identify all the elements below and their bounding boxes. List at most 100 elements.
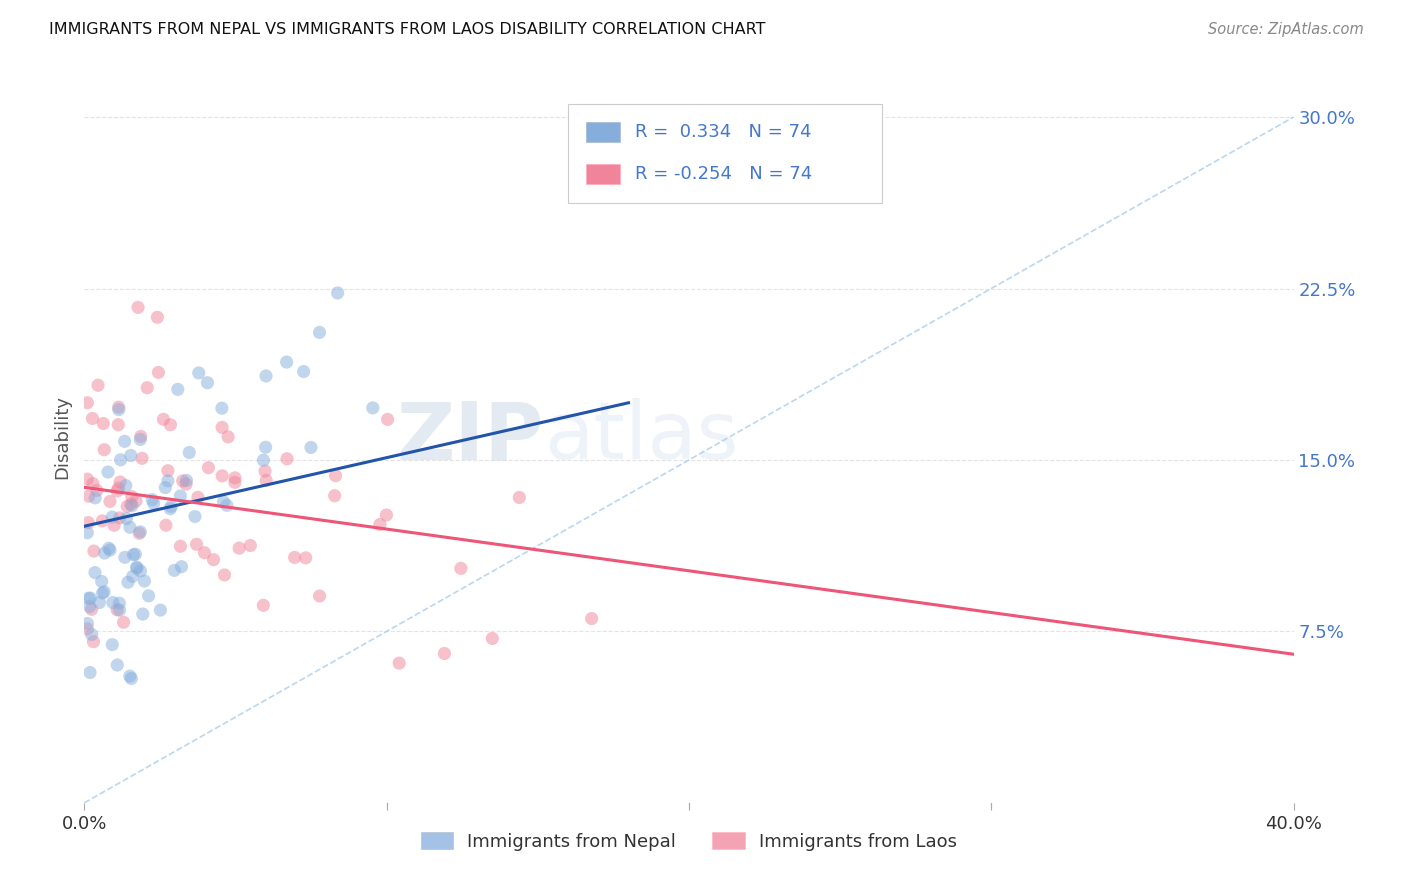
Immigrants from Laos [214,568,236,582]
Immigrants from Nepal [308,326,330,340]
Immigrants from Nepal [125,560,148,574]
Immigrants from Laos [77,516,100,530]
Immigrants from Nepal [125,561,148,575]
Immigrants from Laos [155,518,177,533]
Immigrants from Nepal [79,599,101,614]
FancyBboxPatch shape [586,163,620,184]
Immigrants from Laos [172,474,194,488]
Immigrants from Nepal [121,499,143,513]
Immigrants from Nepal [155,481,177,495]
Immigrants from Nepal [117,575,139,590]
Immigrants from Laos [228,541,250,556]
Immigrants from Laos [174,477,197,491]
Immigrants from Nepal [187,366,209,380]
Immigrants from Nepal [166,383,188,397]
Immigrants from Nepal [118,520,141,534]
Immigrants from Laos [129,429,152,443]
Immigrants from Laos [107,481,129,495]
Immigrants from Laos [186,537,208,551]
Text: Source: ZipAtlas.com: Source: ZipAtlas.com [1208,22,1364,37]
Immigrants from Nepal [276,355,298,369]
Immigrants from Nepal [141,492,163,507]
Immigrants from Nepal [105,657,128,672]
Immigrants from Nepal [149,603,172,617]
Immigrants from Nepal [101,638,124,652]
Immigrants from Laos [76,396,98,410]
Immigrants from Nepal [169,489,191,503]
Immigrants from Laos [253,464,276,478]
FancyBboxPatch shape [586,122,620,143]
Immigrants from Laos [433,647,456,661]
Immigrants from Laos [308,589,330,603]
Immigrants from Nepal [211,401,233,416]
Immigrants from Laos [224,475,246,490]
Immigrants from Laos [82,411,104,425]
Immigrants from Nepal [108,596,131,610]
Immigrants from Nepal [129,433,152,447]
Immigrants from Laos [152,412,174,426]
Immigrants from Nepal [76,616,98,631]
Immigrants from Nepal [197,376,219,390]
Immigrants from Nepal [84,491,107,505]
Immigrants from Laos [131,451,153,466]
Immigrants from Nepal [120,449,142,463]
Immigrants from Nepal [163,563,186,577]
Immigrants from Laos [82,476,104,491]
Immigrants from Laos [86,483,108,498]
Immigrants from Nepal [114,550,136,565]
FancyBboxPatch shape [568,104,883,203]
Immigrants from Laos [80,602,103,616]
Immigrants from Nepal [97,465,120,479]
Immigrants from Laos [450,561,472,575]
Immigrants from Nepal [90,574,112,589]
Immigrants from Nepal [254,440,277,454]
Immigrants from Laos [93,442,115,457]
Text: R =  0.334   N = 74: R = 0.334 N = 74 [634,123,811,141]
Immigrants from Nepal [79,665,101,680]
Immigrants from Laos [217,430,239,444]
Immigrants from Laos [294,550,316,565]
Immigrants from Laos [325,468,347,483]
Immigrants from Laos [125,494,148,508]
Immigrants from Laos [108,475,131,489]
Immigrants from Laos [202,552,225,566]
Immigrants from Laos [105,603,128,617]
Immigrants from Laos [323,489,346,503]
Immigrants from Nepal [80,627,103,641]
Immigrants from Laos [193,546,215,560]
Immigrants from Laos [87,378,110,392]
Immigrants from Nepal [110,452,132,467]
Immigrants from Laos [375,508,398,522]
Immigrants from Laos [169,539,191,553]
Immigrants from Nepal [160,500,183,514]
Immigrants from Nepal [115,511,138,525]
Immigrants from Nepal [108,603,131,617]
Immigrants from Laos [146,310,169,325]
Immigrants from Nepal [212,495,235,509]
Immigrants from Laos [91,514,114,528]
Immigrants from Laos [187,491,209,505]
Immigrants from Nepal [91,586,114,600]
Immigrants from Nepal [132,607,155,621]
Immigrants from Nepal [252,453,274,467]
Immigrants from Laos [103,518,125,533]
Immigrants from Laos [508,491,530,505]
Immigrants from Nepal [101,510,124,524]
Immigrants from Laos [159,417,181,432]
Immigrants from Nepal [142,496,165,510]
Immigrants from Nepal [121,569,143,583]
Immigrants from Laos [115,500,138,514]
Immigrants from Nepal [254,368,277,383]
Immigrants from Nepal [107,402,129,417]
Y-axis label: Disability: Disability [53,395,72,479]
Immigrants from Laos [136,381,159,395]
Immigrants from Nepal [93,546,115,560]
Immigrants from Nepal [114,434,136,449]
Immigrants from Nepal [292,365,315,379]
Immigrants from Nepal [138,589,160,603]
Immigrants from Laos [211,420,233,434]
Immigrants from Nepal [361,401,384,415]
Text: atlas: atlas [544,398,738,476]
Immigrants from Laos [128,526,150,541]
Immigrants from Nepal [98,543,121,558]
